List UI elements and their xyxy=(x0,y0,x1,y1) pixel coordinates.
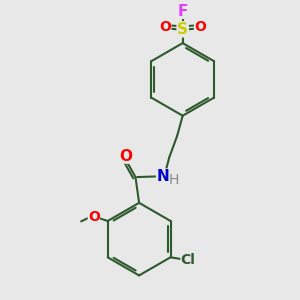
Text: O: O xyxy=(194,20,206,34)
Text: H: H xyxy=(168,173,179,187)
Text: Cl: Cl xyxy=(181,253,195,267)
Text: S: S xyxy=(177,22,188,37)
Text: O: O xyxy=(119,148,132,164)
Text: O: O xyxy=(159,20,171,34)
Text: N: N xyxy=(156,169,169,184)
Text: F: F xyxy=(178,4,188,19)
Text: O: O xyxy=(88,210,100,224)
